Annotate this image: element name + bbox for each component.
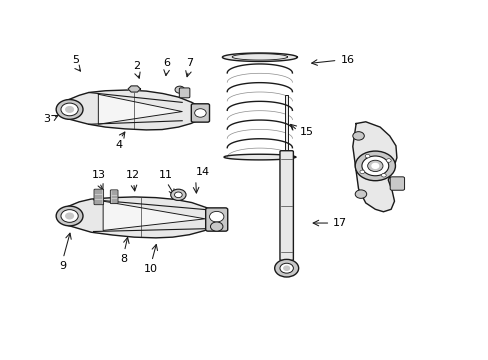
- Circle shape: [210, 222, 223, 231]
- FancyBboxPatch shape: [285, 95, 287, 152]
- Text: 10: 10: [144, 264, 158, 274]
- Polygon shape: [67, 90, 200, 130]
- Circle shape: [365, 154, 369, 158]
- Text: 7: 7: [185, 58, 193, 68]
- Circle shape: [386, 159, 390, 162]
- Text: 1: 1: [368, 158, 375, 168]
- Text: 3: 3: [43, 114, 50, 124]
- Text: 16: 16: [340, 55, 354, 65]
- Polygon shape: [128, 86, 140, 92]
- Text: 9: 9: [59, 261, 66, 271]
- FancyBboxPatch shape: [110, 190, 118, 204]
- Text: 6: 6: [163, 58, 170, 68]
- Circle shape: [367, 160, 382, 171]
- FancyBboxPatch shape: [205, 208, 227, 231]
- Polygon shape: [67, 197, 216, 238]
- Text: 2: 2: [133, 60, 140, 71]
- Circle shape: [56, 100, 83, 119]
- Circle shape: [359, 170, 364, 174]
- FancyBboxPatch shape: [179, 88, 189, 98]
- Text: 14: 14: [195, 167, 209, 177]
- Circle shape: [170, 189, 185, 201]
- FancyBboxPatch shape: [94, 189, 103, 205]
- Circle shape: [381, 174, 386, 177]
- FancyBboxPatch shape: [389, 177, 404, 190]
- Text: 13: 13: [91, 170, 105, 180]
- Circle shape: [61, 210, 78, 222]
- Text: 5: 5: [72, 55, 79, 66]
- FancyBboxPatch shape: [280, 151, 293, 260]
- Text: 11: 11: [158, 170, 172, 180]
- Circle shape: [194, 109, 206, 117]
- Text: 12: 12: [126, 170, 140, 180]
- Circle shape: [209, 211, 224, 222]
- Circle shape: [65, 213, 73, 219]
- Circle shape: [371, 163, 378, 168]
- Text: 15: 15: [299, 127, 313, 138]
- Circle shape: [280, 263, 293, 273]
- Circle shape: [175, 86, 184, 93]
- Text: 8: 8: [120, 254, 127, 264]
- Circle shape: [174, 192, 182, 198]
- Circle shape: [283, 266, 289, 270]
- Circle shape: [361, 156, 388, 176]
- Polygon shape: [224, 154, 295, 160]
- Polygon shape: [352, 122, 396, 212]
- Circle shape: [352, 132, 364, 140]
- Text: 4: 4: [115, 140, 122, 150]
- Text: 17: 17: [332, 218, 346, 228]
- Circle shape: [354, 190, 366, 198]
- FancyBboxPatch shape: [191, 104, 209, 122]
- Polygon shape: [98, 94, 182, 124]
- Polygon shape: [103, 201, 205, 230]
- Circle shape: [56, 206, 83, 226]
- Circle shape: [65, 107, 73, 112]
- Circle shape: [61, 103, 78, 116]
- Circle shape: [354, 151, 395, 181]
- Polygon shape: [222, 53, 297, 62]
- Circle shape: [274, 259, 298, 277]
